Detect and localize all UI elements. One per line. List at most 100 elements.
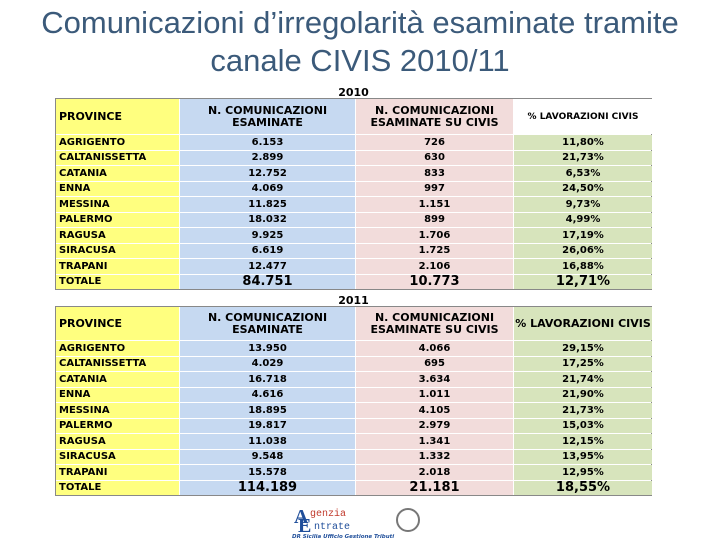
data-table: PROVINCE N. COMUNICAZIONI ESAMINATE N. COM… — [55, 98, 652, 290]
table-cell: 6,53% — [514, 166, 652, 181]
table-cell: 17,19% — [514, 228, 652, 243]
table-cell: CATANIA — [56, 372, 179, 387]
table-cell: 997 — [356, 181, 513, 196]
table-cell: 4.105 — [356, 403, 513, 418]
table-cell: 899 — [356, 212, 513, 227]
header-cell: % LAVORAZIONI CIVIS — [514, 99, 652, 134]
table-cell: 4.616 — [180, 387, 355, 402]
table-cell: 18.895 — [180, 403, 355, 418]
table-cell: 15.578 — [180, 465, 355, 480]
table-cell: 12,15% — [514, 434, 652, 449]
table-cell: 21,73% — [514, 403, 652, 418]
table-cell: CALTANISSETTA — [56, 356, 179, 371]
header-cell: N. COMUNICAZIONI ESAMINATE — [180, 99, 355, 134]
logo-word: genzia — [310, 508, 346, 520]
table-cell: 17,25% — [514, 356, 652, 371]
table-cell: SIRACUSA — [56, 243, 179, 258]
table-cell: 1.011 — [356, 387, 513, 402]
table-block: 2010 PROVINCE N. COMUNICAZIONI ESAMINATE N.… — [55, 86, 652, 290]
table-cell: 833 — [356, 166, 513, 181]
table-cell: 4,99% — [514, 212, 652, 227]
table-cell: 21,90% — [514, 387, 652, 402]
table-cell: 726 — [356, 135, 513, 150]
table-cell: 11,80% — [514, 135, 652, 150]
total-cell: 10.773 — [356, 274, 513, 289]
logo: A genzia E ntrate DR Sicilia Ufficio Ges… — [292, 506, 420, 540]
table-cell: 12.752 — [180, 166, 355, 181]
table-cell: 3.634 — [356, 372, 513, 387]
header-cell: PROVINCE — [56, 307, 179, 340]
table-cell: CALTANISSETTA — [56, 150, 179, 165]
logo-word: ntrate — [314, 522, 350, 533]
logo-caption: DR Sicilia Ufficio Gestione Tributi — [292, 534, 394, 540]
total-cell: 18,55% — [514, 480, 652, 495]
table-cell: 4.069 — [180, 181, 355, 196]
table-cell: 21,73% — [514, 150, 652, 165]
table-cell: 16.718 — [180, 372, 355, 387]
table-cell: AGRIGENTO — [56, 341, 179, 356]
table-cell: 9.925 — [180, 228, 355, 243]
table-cell: 21,74% — [514, 372, 652, 387]
table-cell: 16,88% — [514, 259, 652, 274]
header-cell: N. COMUNICAZIONI ESAMINATE SU CIVIS — [356, 99, 513, 134]
table-cell: SIRACUSA — [56, 449, 179, 464]
table-cell: 13,95% — [514, 449, 652, 464]
table-cell: AGRIGENTO — [56, 135, 179, 150]
total-cell: 114.189 — [180, 480, 355, 495]
table-cell: 1.341 — [356, 434, 513, 449]
table-cell: 2.899 — [180, 150, 355, 165]
table-cell: 15,03% — [514, 418, 652, 433]
table-cell: 1.151 — [356, 197, 513, 212]
table-cell: ENNA — [56, 181, 179, 196]
table-cell: RAGUSA — [56, 228, 179, 243]
table-cell: 4.066 — [356, 341, 513, 356]
table-cell: 11.038 — [180, 434, 355, 449]
table-cell: 2.106 — [356, 259, 513, 274]
table-cell: 1.706 — [356, 228, 513, 243]
table-cell: 1.725 — [356, 243, 513, 258]
logo-initial: A — [294, 506, 309, 528]
table-cell: MESSINA — [56, 197, 179, 212]
table-cell: 9,73% — [514, 197, 652, 212]
table-cell: 19.817 — [180, 418, 355, 433]
table-cell: CATANIA — [56, 166, 179, 181]
table-cell: 630 — [356, 150, 513, 165]
header-cell: N. COMUNICAZIONI ESAMINATE SU CIVIS — [356, 307, 513, 340]
table-cell: 2.979 — [356, 418, 513, 433]
table-cell: PALERMO — [56, 212, 179, 227]
logo-initial: E — [298, 515, 311, 537]
table-cell: 9.548 — [180, 449, 355, 464]
data-table: PROVINCE N. COMUNICAZIONI ESAMINATE N. COM… — [55, 306, 652, 496]
header-cell: PROVINCE — [56, 99, 179, 134]
table-cell: 4.029 — [180, 356, 355, 371]
table-cell: 18.032 — [180, 212, 355, 227]
table-cell: 6.153 — [180, 135, 355, 150]
table-cell: PALERMO — [56, 418, 179, 433]
header-cell: % LAVORAZIONI CIVIS — [514, 307, 652, 340]
table-block: 2011 PROVINCE N. COMUNICAZIONI ESAMINATE N.… — [55, 294, 652, 496]
table-cell: TRAPANI — [56, 259, 179, 274]
table-cell: 1.332 — [356, 449, 513, 464]
total-cell: TOTALE — [56, 274, 179, 289]
total-cell: 21.181 — [356, 480, 513, 495]
table-cell: 24,50% — [514, 181, 652, 196]
table-cell: 29,15% — [514, 341, 652, 356]
table-cell: ENNA — [56, 387, 179, 402]
table-year: 2011 — [338, 294, 369, 307]
header-cell: N. COMUNICAZIONI ESAMINATE — [180, 307, 355, 340]
total-cell: TOTALE — [56, 480, 179, 495]
table-cell: MESSINA — [56, 403, 179, 418]
table-year: 2010 — [338, 86, 369, 99]
table-cell: 26,06% — [514, 243, 652, 258]
table-cell: TRAPANI — [56, 465, 179, 480]
table-cell: 6.619 — [180, 243, 355, 258]
slide-title: Comunicazioni d’irregolarità esaminate t… — [41, 5, 679, 78]
table-cell: 695 — [356, 356, 513, 371]
table-cell: 13.950 — [180, 341, 355, 356]
table-cell: 11.825 — [180, 197, 355, 212]
total-cell: 12,71% — [514, 274, 652, 289]
total-cell: 84.751 — [180, 274, 355, 289]
table-cell: 12,95% — [514, 465, 652, 480]
table-cell: 2.018 — [356, 465, 513, 480]
